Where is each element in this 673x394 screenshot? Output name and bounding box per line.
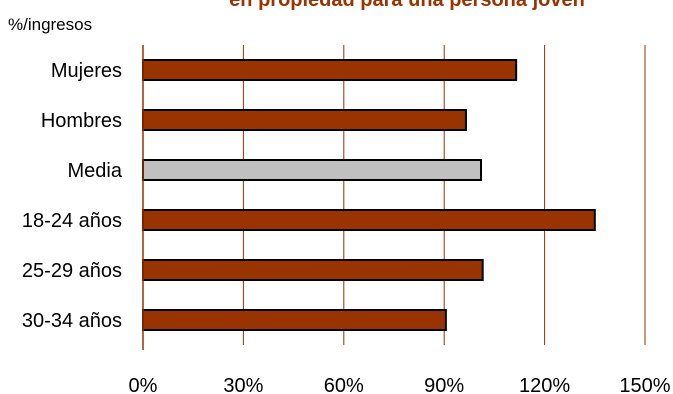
- x-tick-label: 90%: [424, 375, 464, 394]
- x-tick-label: 60%: [324, 375, 364, 394]
- unit-label: %/ingresos: [8, 15, 92, 34]
- category-labels: Mujeres Hombres Media 18-24 años 25-29 años 3…: [22, 60, 123, 332]
- category-label: 25-29 años: [22, 260, 122, 282]
- bar: [142, 259, 484, 281]
- category-label: Hombres: [41, 110, 122, 132]
- bar: [142, 159, 483, 181]
- category-label: Mujeres: [51, 60, 122, 82]
- bar: [142, 209, 596, 231]
- x-tick-label: 150%: [619, 375, 670, 394]
- gridlines: [242, 45, 646, 345]
- category-label: 30-34 años: [22, 310, 122, 332]
- x-tick-label: 0%: [129, 375, 158, 394]
- category-label: Media: [68, 160, 123, 182]
- x-tick-labels: 0% 30% 60% 90% 120% 150%: [129, 375, 671, 394]
- category-label: 18-24 años: [22, 210, 122, 232]
- bar: [142, 109, 467, 131]
- x-tick-label: 120%: [519, 375, 570, 394]
- x-tick-label: 30%: [223, 375, 263, 394]
- bar: [142, 309, 447, 331]
- bars: [142, 59, 596, 331]
- bar: [142, 59, 518, 81]
- chart-title: en propiedad para una persona joven: [229, 0, 585, 11]
